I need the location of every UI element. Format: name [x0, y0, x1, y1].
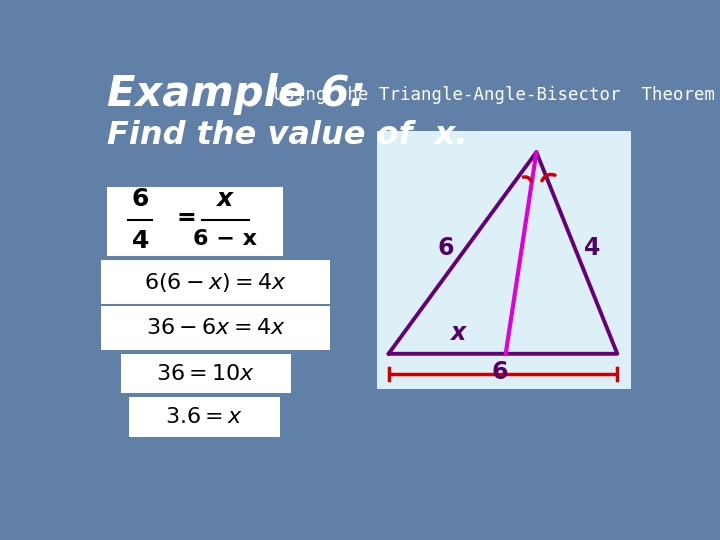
Text: $6(6-x)=4x$: $6(6-x)=4x$ — [144, 271, 287, 294]
FancyBboxPatch shape — [121, 354, 291, 393]
Text: Using the Triangle-Angle-Bisector  Theorem: Using the Triangle-Angle-Bisector Theore… — [274, 86, 715, 104]
Text: 6: 6 — [492, 361, 508, 384]
Text: 6 − x: 6 − x — [193, 229, 257, 249]
Text: $36=10x$: $36=10x$ — [156, 363, 256, 383]
FancyBboxPatch shape — [129, 397, 280, 437]
Text: 4: 4 — [132, 229, 149, 253]
Text: 6: 6 — [438, 236, 454, 260]
Text: =: = — [176, 206, 197, 231]
Text: Example 6:: Example 6: — [107, 73, 366, 115]
Text: x: x — [216, 186, 232, 211]
Text: 6: 6 — [132, 186, 149, 211]
Text: Find the value of  x.: Find the value of x. — [107, 120, 467, 151]
FancyBboxPatch shape — [377, 131, 631, 389]
Text: 4: 4 — [584, 236, 600, 260]
Text: $36-6x=4x$: $36-6x=4x$ — [145, 318, 285, 338]
Text: x: x — [451, 321, 466, 345]
FancyBboxPatch shape — [101, 260, 330, 304]
FancyBboxPatch shape — [107, 187, 282, 256]
Text: $3.6=x$: $3.6=x$ — [166, 407, 243, 427]
FancyBboxPatch shape — [101, 306, 330, 349]
